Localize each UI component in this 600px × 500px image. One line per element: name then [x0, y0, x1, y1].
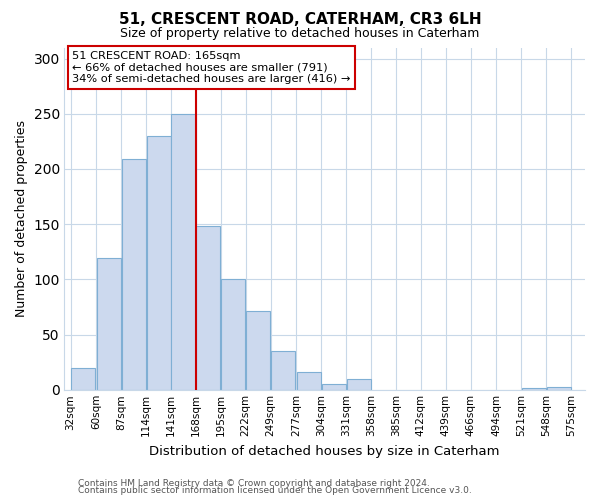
Bar: [271, 351, 295, 390]
Bar: [547, 386, 571, 390]
Bar: [146, 136, 170, 390]
Bar: [297, 372, 321, 390]
Text: Size of property relative to detached houses in Caterham: Size of property relative to detached ho…: [121, 28, 479, 40]
Bar: [322, 384, 346, 390]
Bar: [522, 388, 546, 390]
Text: 51, CRESCENT ROAD, CATERHAM, CR3 6LH: 51, CRESCENT ROAD, CATERHAM, CR3 6LH: [119, 12, 481, 28]
Text: Contains HM Land Registry data © Crown copyright and database right 2024.: Contains HM Land Registry data © Crown c…: [78, 478, 430, 488]
Bar: [221, 280, 245, 390]
Bar: [347, 379, 371, 390]
Text: 51 CRESCENT ROAD: 165sqm
← 66% of detached houses are smaller (791)
34% of semi-: 51 CRESCENT ROAD: 165sqm ← 66% of detach…: [73, 51, 351, 84]
Bar: [172, 114, 196, 390]
Text: Contains public sector information licensed under the Open Government Licence v3: Contains public sector information licen…: [78, 486, 472, 495]
X-axis label: Distribution of detached houses by size in Caterham: Distribution of detached houses by size …: [149, 444, 500, 458]
Bar: [71, 368, 95, 390]
Bar: [196, 226, 220, 390]
Bar: [122, 159, 146, 390]
Bar: [97, 258, 121, 390]
Y-axis label: Number of detached properties: Number of detached properties: [15, 120, 28, 317]
Bar: [246, 312, 270, 390]
